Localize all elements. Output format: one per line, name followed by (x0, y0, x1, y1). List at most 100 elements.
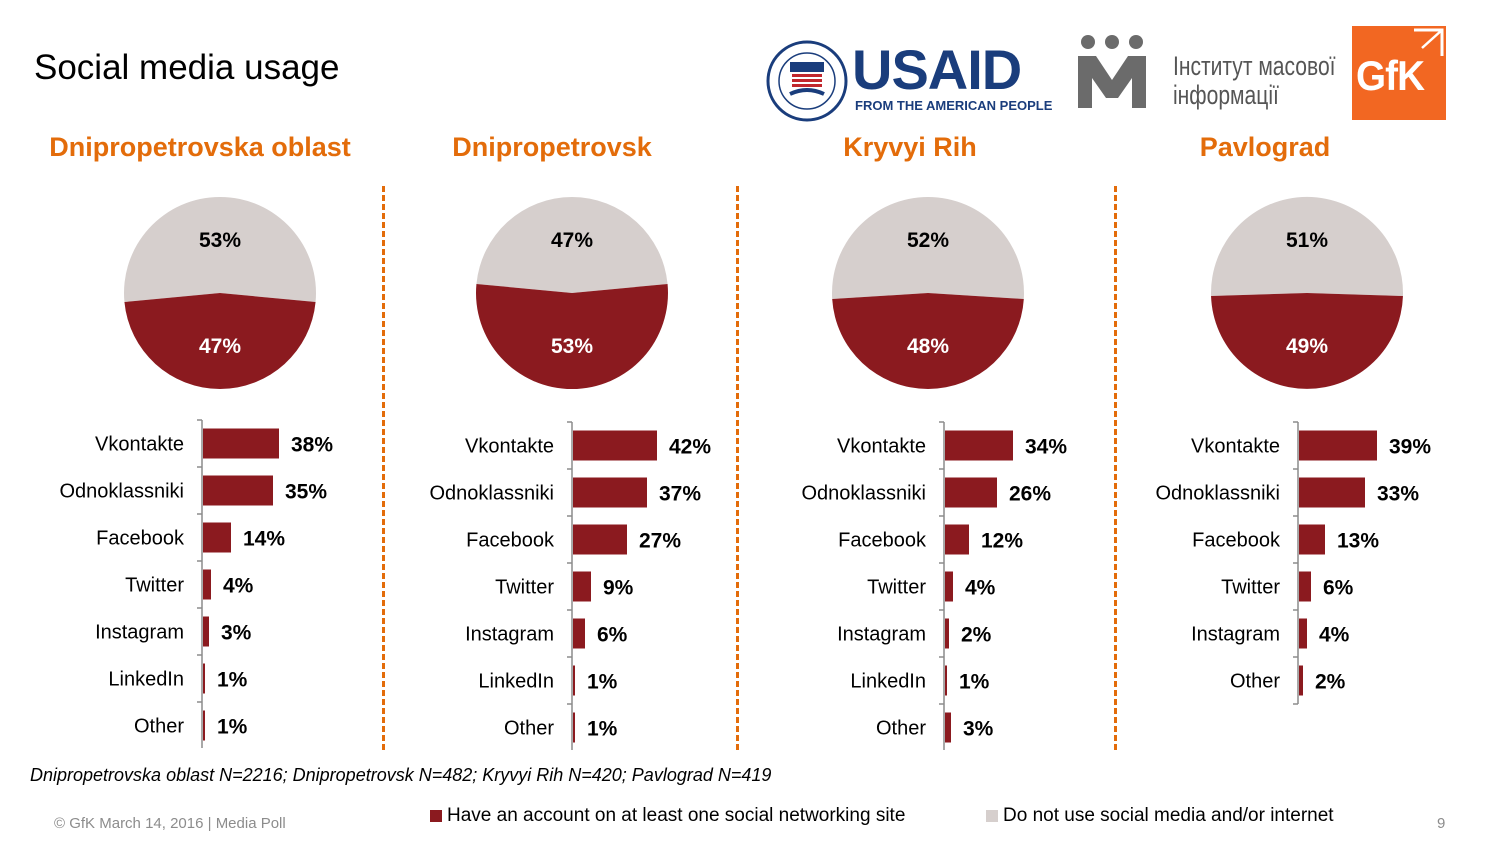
region-title-pavlograd: Pavlograd (1199, 132, 1331, 162)
gfk-logo (1352, 26, 1446, 120)
value-label: 27% (639, 530, 681, 553)
bar-instagram (203, 616, 209, 647)
value-label: 1% (959, 671, 990, 694)
category-label: LinkedIn (850, 671, 926, 693)
value-label: 1% (217, 716, 248, 739)
category-label: Odnoklassniki (59, 481, 184, 503)
value-label: 26% (1009, 483, 1051, 506)
pie-slice-have-account (1211, 293, 1403, 389)
category-label: Twitter (867, 577, 926, 599)
divider (382, 186, 385, 750)
category-label: LinkedIn (108, 669, 184, 691)
pie-chart-kryvyi-rih: 52% 48% (832, 196, 1024, 389)
divider (736, 186, 739, 750)
category-label: Facebook (96, 528, 185, 550)
value-label: 1% (217, 669, 248, 692)
value-label: 39% (1389, 436, 1431, 459)
bar-chart-dnipropetrovsk: Vkontakte 42% Odnoklassniki 37% Facebook 27% T… (429, 421, 711, 750)
usaid-tagline: FROM THE AMERICAN PEOPLE (855, 98, 1053, 113)
category-label: Odnoklassniki (429, 483, 554, 505)
value-label: 35% (285, 481, 327, 504)
pie-slice-have-account (124, 293, 316, 389)
value-label: 2% (961, 624, 992, 647)
category-label: Vkontakte (837, 436, 926, 458)
value-label: 6% (597, 624, 628, 647)
bar-linkedin (203, 663, 205, 694)
category-label: Other (1230, 671, 1280, 693)
pie-slice-no-social (1211, 196, 1403, 297)
bar-facebook (203, 522, 231, 553)
pie-chart-dnipropetrovska-oblast: 53% 47% (124, 196, 316, 389)
pie-label-no-social: 53% (199, 229, 241, 252)
bar-facebook (573, 524, 627, 555)
gfk-logo-mark (1414, 28, 1444, 56)
category-label: Other (504, 718, 554, 740)
region-title-dnipropetrovsk: Dnipropetrovsk (452, 132, 652, 162)
sample-size-note: Dnipropetrovska oblast N=2216; Dnipropet… (30, 765, 772, 785)
bar-twitter (573, 571, 591, 602)
pie-label-no-social: 52% (907, 229, 949, 252)
imi-text-line2: інформації (1173, 80, 1279, 110)
value-label: 33% (1377, 483, 1419, 506)
category-label: Twitter (1221, 577, 1280, 599)
legend-label-no-social: Do not use social media and/or internet (1003, 805, 1334, 826)
bar-vkontakte (1299, 430, 1377, 461)
legend-item-have-account: Have an account on at least one social n… (430, 805, 905, 827)
category-label: Vkontakte (95, 434, 184, 456)
category-label: Odnoklassniki (1155, 483, 1280, 505)
value-label: 4% (1319, 624, 1350, 647)
bar-vkontakte (945, 430, 1013, 461)
legend-label-have-account: Have an account on at least one social n… (447, 805, 906, 826)
category-label: Other (134, 716, 184, 738)
pie-label-no-social: 47% (551, 229, 593, 252)
value-label: 4% (223, 575, 254, 598)
bar-other (573, 712, 575, 743)
bar-vkontakte (203, 428, 279, 459)
category-label: Facebook (466, 530, 555, 552)
bar-other (945, 712, 951, 743)
divider (1114, 186, 1117, 750)
gfk-wordmark: GfK (1356, 52, 1425, 99)
bar-vkontakte (573, 430, 657, 461)
bar-odnoklassniki (945, 477, 997, 508)
category-label: Odnoklassniki (801, 483, 926, 505)
value-label: 34% (1025, 436, 1067, 459)
bar-chart-pavlograd: Vkontakte 39% Odnoklassniki 33% Facebook 13% T… (1155, 421, 1431, 705)
page-number: 9 (1437, 815, 1446, 832)
pie-label-have-account: 47% (199, 335, 241, 358)
category-label: Other (876, 718, 926, 740)
pie-slice-have-account (832, 293, 1024, 389)
pie-slice-no-social (476, 197, 668, 293)
legend-item-no-social: Do not use social media and/or internet (986, 805, 1334, 827)
value-label: 9% (603, 577, 634, 600)
bar-other (203, 710, 205, 741)
bar-odnoklassniki (1299, 477, 1365, 508)
bar-facebook (1299, 524, 1325, 555)
region-title-dnipropetrovska-oblast: Dnipropetrovska oblast (49, 132, 351, 162)
value-label: 14% (243, 528, 285, 551)
legend-swatch-no-social (986, 810, 998, 822)
slide-title: Social media usage (34, 48, 340, 87)
value-label: 12% (981, 530, 1023, 553)
bar-linkedin (945, 665, 947, 696)
value-label: 42% (669, 436, 711, 459)
bar-other (1299, 665, 1303, 696)
imi-text: Інститут масової інформації (1173, 52, 1336, 110)
bar-instagram (573, 618, 585, 649)
bar-twitter (203, 569, 211, 600)
value-label: 6% (1323, 577, 1354, 600)
value-label: 37% (659, 483, 701, 506)
bar-chart-kryvyi-rih: Vkontakte 34% Odnoklassniki 26% Facebook 12% T… (801, 421, 1067, 750)
category-label: Facebook (1192, 530, 1281, 552)
value-label: 13% (1337, 530, 1379, 553)
category-label: Twitter (125, 575, 184, 597)
category-label: Facebook (838, 530, 927, 552)
pie-label-have-account: 53% (551, 335, 593, 358)
imi-logo (1078, 35, 1146, 108)
bar-instagram (1299, 618, 1307, 649)
value-label: 4% (965, 577, 996, 600)
region-title-kryvyi-rih: Kryvyi Rih (843, 132, 977, 162)
value-label: 38% (291, 434, 333, 457)
pie-slice-no-social (832, 196, 1024, 300)
pie-slice-have-account (476, 283, 668, 390)
